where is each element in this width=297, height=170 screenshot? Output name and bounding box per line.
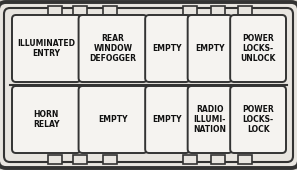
FancyBboxPatch shape: [188, 15, 232, 82]
Bar: [48, 6, 62, 15]
FancyBboxPatch shape: [79, 86, 147, 153]
Bar: [48, 155, 62, 164]
FancyBboxPatch shape: [79, 15, 147, 82]
FancyBboxPatch shape: [145, 15, 190, 82]
Bar: [183, 155, 197, 164]
Text: REAR
WINDOW
DEFOGGER: REAR WINDOW DEFOGGER: [89, 34, 136, 63]
Text: POWER
LOCKS-
LOCK: POWER LOCKS- LOCK: [242, 105, 274, 134]
Text: EMPTY: EMPTY: [98, 115, 128, 124]
Bar: [183, 6, 197, 15]
FancyBboxPatch shape: [145, 86, 190, 153]
Text: RADIO
ILLUMI-
NATION: RADIO ILLUMI- NATION: [193, 105, 226, 134]
Text: EMPTY: EMPTY: [153, 115, 182, 124]
Text: POWER
LOCKS-
UNLOCK: POWER LOCKS- UNLOCK: [240, 34, 276, 63]
FancyBboxPatch shape: [230, 86, 286, 153]
FancyBboxPatch shape: [12, 86, 80, 153]
Bar: [238, 155, 252, 164]
FancyBboxPatch shape: [230, 15, 286, 82]
Bar: [211, 6, 225, 15]
FancyBboxPatch shape: [0, 2, 297, 168]
FancyBboxPatch shape: [188, 86, 232, 153]
Bar: [211, 155, 225, 164]
Bar: [73, 6, 87, 15]
Bar: [103, 155, 117, 164]
Bar: [73, 155, 87, 164]
Text: ILLUMINATED
ENTRY: ILLUMINATED ENTRY: [17, 39, 75, 58]
Text: EMPTY: EMPTY: [195, 44, 225, 53]
Bar: [238, 6, 252, 15]
FancyBboxPatch shape: [12, 15, 80, 82]
Text: HORN
RELAY: HORN RELAY: [33, 110, 59, 129]
Bar: [103, 6, 117, 15]
Text: EMPTY: EMPTY: [153, 44, 182, 53]
